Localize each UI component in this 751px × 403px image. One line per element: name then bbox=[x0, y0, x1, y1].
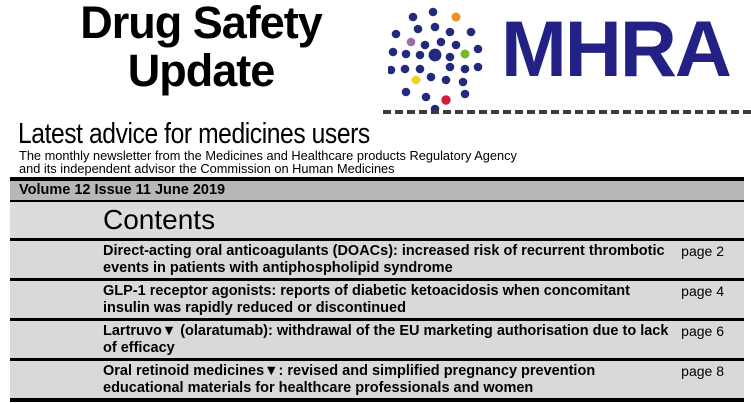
toc-entry-page: page 8 bbox=[681, 363, 724, 379]
subtitle-line2: and its independent advisor the Commissi… bbox=[19, 161, 395, 177]
toc-entry-page: page 2 bbox=[681, 243, 724, 259]
newsletter-title-line2: Update bbox=[127, 45, 276, 96]
mhra-logo-text: MHRA bbox=[501, 4, 732, 93]
contents-table: Volume 12 Issue 11 June 2019 Contents Di… bbox=[10, 177, 744, 402]
toc-entry-title: Lartruvo▼ (olaratumab): withdrawal of th… bbox=[103, 323, 669, 356]
newsletter-title-line1: Drug Safety bbox=[80, 0, 323, 48]
subtitle: The monthly newsletter from the Medicine… bbox=[19, 149, 517, 176]
contents-heading: Contents bbox=[10, 202, 744, 241]
toc-entry-title: GLP-1 receptor agonists: reports of diab… bbox=[103, 283, 630, 316]
mhra-dots-icon bbox=[388, 7, 483, 114]
toc-entry[interactable]: Lartruvo▼ (olaratumab): withdrawal of th… bbox=[10, 321, 744, 361]
toc-entry[interactable]: Oral retinoid medicines▼: revised and si… bbox=[10, 361, 744, 398]
masthead-dashed-divider bbox=[383, 110, 751, 114]
newsletter-title: Drug Safety Update bbox=[15, 0, 387, 95]
toc-entry-page: page 6 bbox=[681, 323, 724, 339]
toc-entry-page: page 4 bbox=[681, 283, 724, 299]
toc-entry[interactable]: GLP-1 receptor agonists: reports of diab… bbox=[10, 281, 744, 321]
toc-entry-title: Direct-acting oral anticoagulants (DOACs… bbox=[103, 243, 665, 276]
toc-entry[interactable]: Direct-acting oral anticoagulants (DOACs… bbox=[10, 241, 744, 281]
issue-bar: Volume 12 Issue 11 June 2019 bbox=[10, 181, 744, 202]
tagline: Latest advice for medicines users bbox=[18, 118, 370, 150]
subtitle-line1: The monthly newsletter from the Medicine… bbox=[19, 148, 517, 163]
toc-entry-title: Oral retinoid medicines▼: revised and si… bbox=[103, 363, 596, 396]
